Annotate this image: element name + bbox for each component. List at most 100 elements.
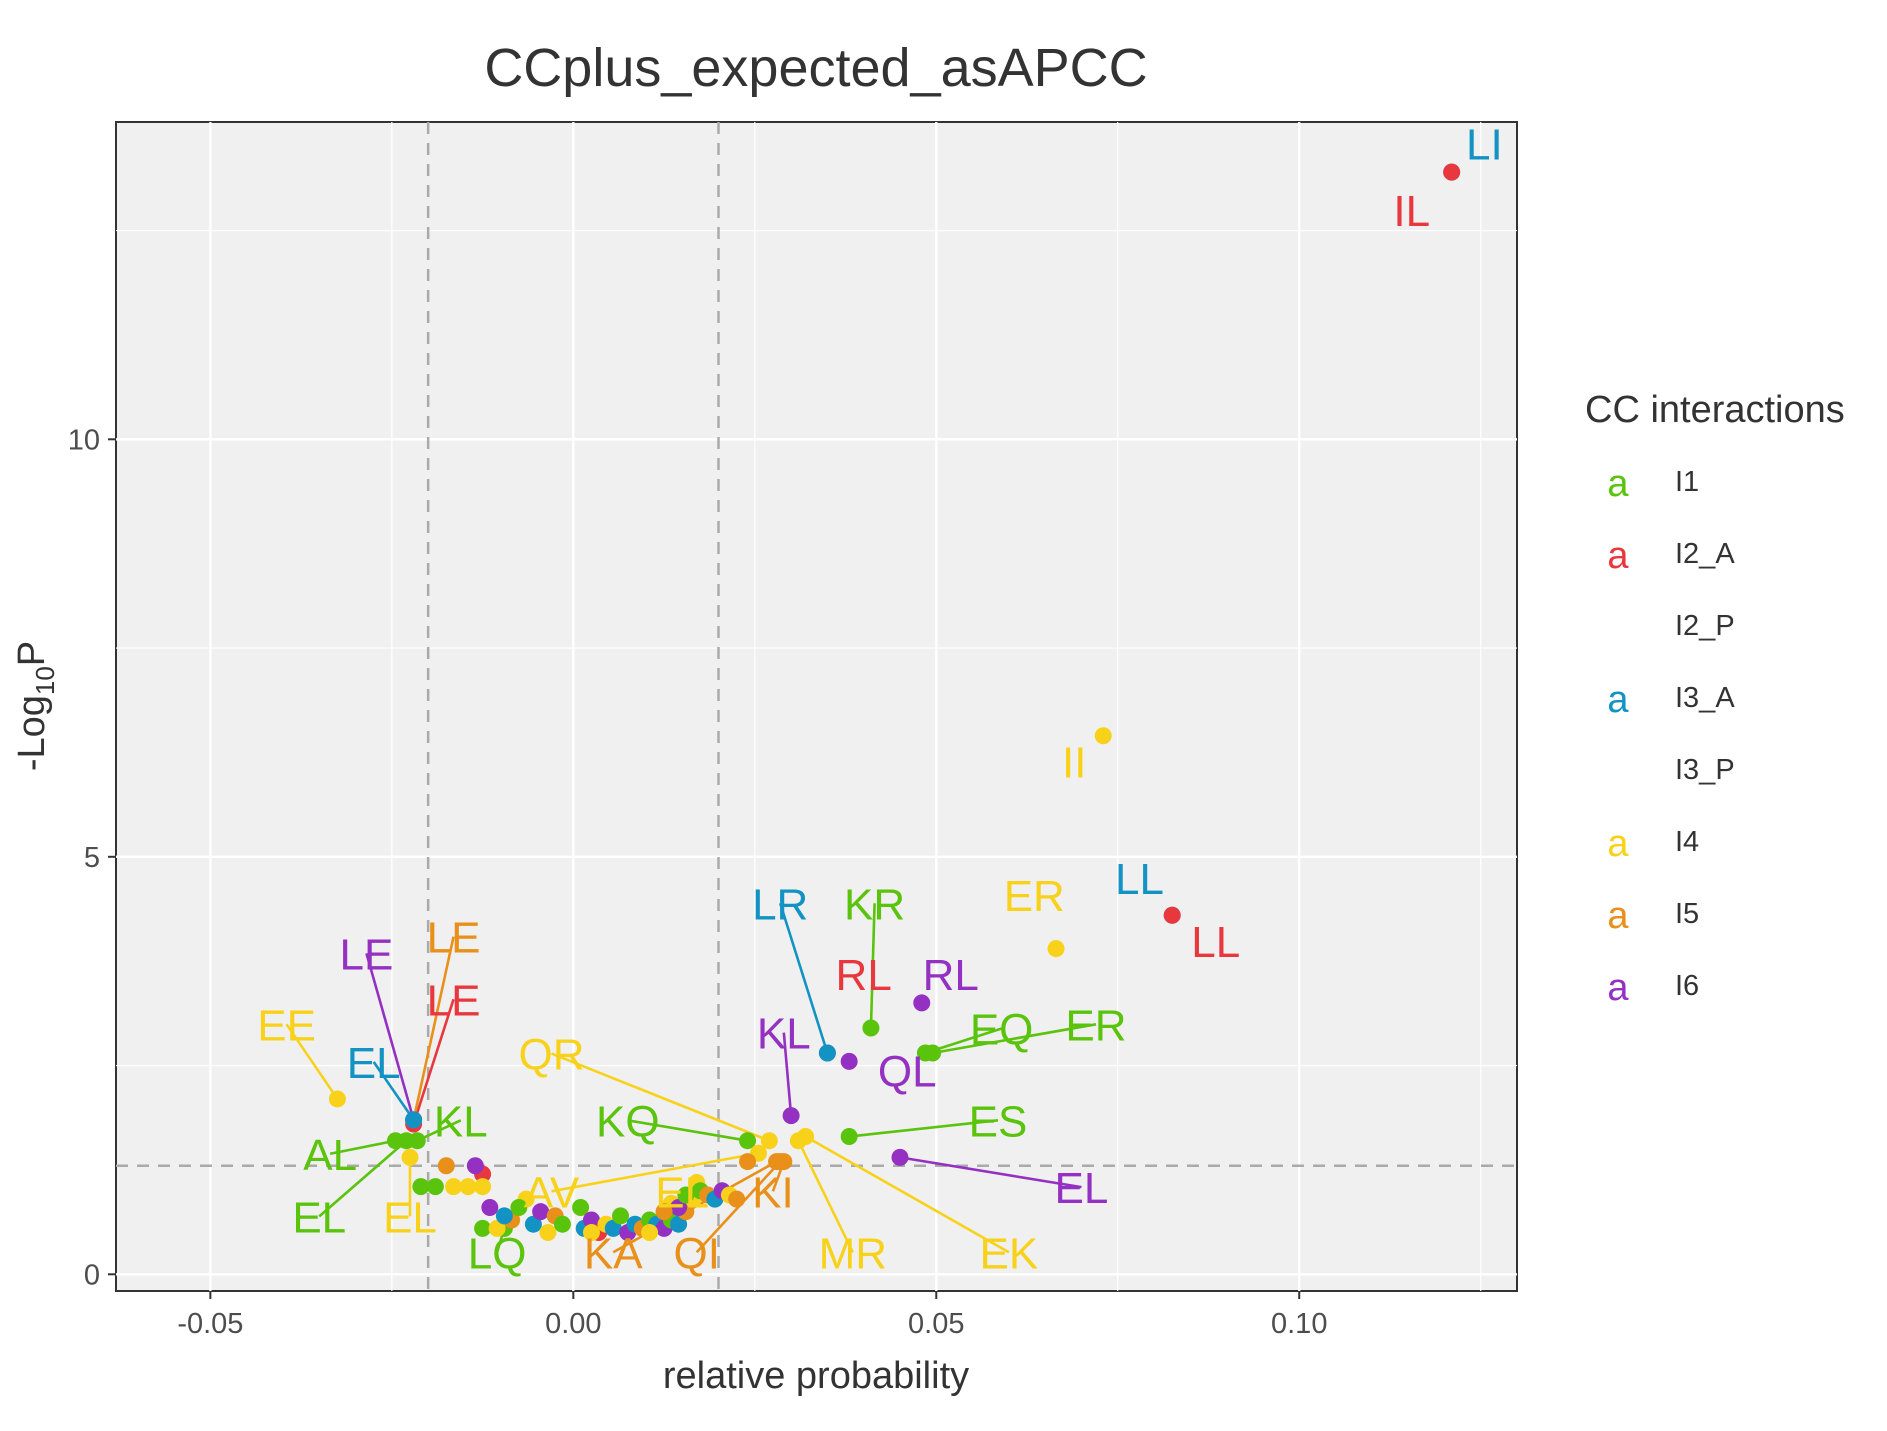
point-label: KQ (596, 1097, 660, 1146)
data-point-i1 (840, 1128, 858, 1146)
data-point-i2_a (1443, 163, 1461, 181)
y-tick-label: 5 (84, 842, 100, 874)
data-point-i1 (862, 1019, 880, 1037)
point-label: ER (1004, 872, 1065, 921)
data-point-i3_a (670, 1215, 688, 1233)
data-point-i5 (728, 1190, 746, 1208)
data-point-i6 (782, 1107, 800, 1125)
data-point-i4 (641, 1224, 659, 1242)
y-axis-title: -Log10P (11, 641, 60, 771)
data-point-i4 (445, 1178, 463, 1196)
grid-lines (116, 122, 1517, 1291)
data-point-i3_a (524, 1215, 542, 1233)
data-point-i5 (739, 1153, 757, 1171)
label-connector (412, 936, 455, 1121)
point-label: KL (434, 1097, 488, 1146)
point-label: II (1062, 738, 1086, 787)
x-tick-label: 0.10 (1271, 1308, 1327, 1340)
data-point-i1 (677, 1186, 695, 1204)
data-point-i1 (612, 1207, 630, 1225)
data-point-i6 (891, 1148, 909, 1166)
point-label: LR (752, 880, 808, 929)
point-label: KR (844, 880, 905, 929)
legend-key-icon: a (1607, 679, 1629, 721)
data-point-i2_a (1163, 906, 1181, 924)
legend-title: CC interactions (1585, 389, 1845, 431)
legend-label: I1 (1675, 466, 1699, 498)
data-point-i6 (532, 1203, 550, 1221)
point-label: LQ (468, 1229, 527, 1278)
data-point-i3_a (818, 1044, 836, 1062)
y-tick-label: 10 (68, 424, 100, 456)
x-tick-label: 0.00 (545, 1308, 601, 1340)
label-connector (932, 1023, 1097, 1055)
point-label: RL (923, 951, 979, 1000)
data-point-i6 (481, 1199, 499, 1216)
data-point-i4 (1047, 940, 1065, 958)
data-point-i4 (459, 1178, 477, 1196)
data-point-i4 (401, 1148, 419, 1166)
point-label: QR (519, 1031, 585, 1080)
point-label: EE (257, 1001, 316, 1050)
point-label: LE (427, 914, 481, 963)
data-point-i1 (553, 1215, 571, 1233)
data-point-i5 (437, 1157, 455, 1175)
label-connector (849, 1119, 999, 1138)
point-label: LE (340, 930, 394, 979)
y-axis-ticks: 0 5 10 (68, 424, 116, 1291)
legend-key-icon: a (1607, 535, 1629, 577)
data-point-i1 (924, 1044, 942, 1062)
x-axis-title: relative probability (663, 1355, 969, 1397)
label-connector (869, 903, 876, 1029)
data-point-i6 (466, 1157, 484, 1175)
data-point-i6 (670, 1199, 688, 1216)
data-point-i4 (1094, 727, 1112, 745)
label-connector (797, 1140, 854, 1253)
point-label: KL (757, 1010, 811, 1059)
plot-panel (115, 121, 1518, 1292)
legend: a I1a I2_AI2_Pa I3_AI3_Pa I4a I5a I6 (1607, 463, 1735, 1009)
point-label: LL (1115, 855, 1164, 904)
point-label: LI (1466, 120, 1503, 169)
point-label: RL (836, 951, 892, 1000)
point-label: EL (383, 1193, 437, 1242)
point-label: EK (980, 1229, 1039, 1278)
x-axis-ticks: -0.05 0.00 0.05 0.10 (177, 1291, 1327, 1340)
label-connector (778, 902, 829, 1054)
data-points (328, 163, 1461, 1242)
point-label: EQ (970, 1006, 1034, 1055)
legend-key-icon: a (1607, 895, 1629, 937)
point-label: LL (1191, 918, 1240, 967)
y-axis-title-tail: P (11, 641, 53, 666)
label-connector (412, 998, 455, 1125)
point-label: ER (1065, 1001, 1126, 1050)
data-point-i1 (426, 1178, 444, 1196)
label-connector (782, 1032, 793, 1116)
point-label: ES (969, 1097, 1028, 1146)
data-point-i5 (655, 1203, 673, 1221)
data-point-i4 (474, 1178, 492, 1196)
legend-label: I6 (1675, 970, 1699, 1002)
label-connector (899, 1156, 1082, 1189)
legend-key-icon: a (1607, 823, 1629, 865)
data-point-i1 (412, 1178, 430, 1196)
point-label: AV (524, 1168, 580, 1217)
x-tick-label: -0.05 (177, 1308, 243, 1340)
legend-label: I2_P (1675, 610, 1735, 642)
label-connector (627, 1119, 748, 1142)
point-label: LE (427, 976, 481, 1025)
point-label: MR (819, 1229, 887, 1278)
data-point-i5 (771, 1153, 789, 1171)
legend-label: I4 (1675, 826, 1699, 858)
label-connector (329, 1139, 396, 1156)
y-axis-title-main: -Log (11, 695, 53, 771)
data-point-i6 (582, 1211, 600, 1229)
data-point-i4 (582, 1224, 600, 1242)
x-tick-label: 0.05 (908, 1308, 964, 1340)
data-point-i1 (397, 1132, 415, 1150)
legend-label: I3_P (1675, 754, 1735, 786)
data-point-i3_a (604, 1219, 622, 1237)
data-point-i6 (913, 994, 931, 1012)
data-point-i3_a (405, 1111, 423, 1129)
point-label: IL (1393, 187, 1430, 236)
